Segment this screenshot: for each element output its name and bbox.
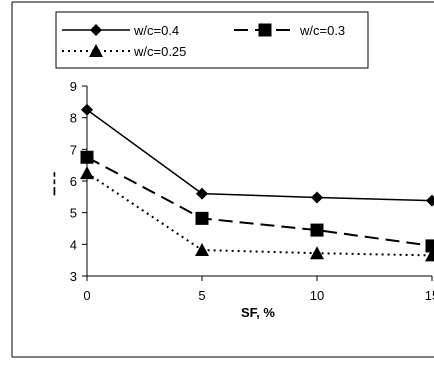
y-tick-label: 5 [70,206,77,221]
y-tick-label: 4 [70,237,77,252]
data-point-2-3 [311,224,324,237]
data-point-1-3 [311,191,323,203]
series-group [80,104,434,262]
y-tick-label: 6 [70,174,77,189]
series-line-3 [87,173,432,255]
x-tick-label: 10 [310,288,324,303]
data-point-1-1 [81,104,93,116]
x-axis-title: SF, % [241,305,275,320]
legend-label-1: w/c=0.4 [133,23,179,38]
legend-box [56,12,368,68]
y-tick-label: 8 [70,111,77,126]
series-line-2 [87,157,432,246]
data-point-2-1 [81,151,94,164]
data-point-3-2 [195,243,209,256]
y-axis-glyphs: ـ ـ ــ [43,171,58,196]
x-ticks: 0 5 10 15 [83,276,434,303]
data-point-3-1 [80,166,94,179]
data-point-1-2 [196,188,208,200]
series-line-1 [87,110,432,201]
x-tick-label: 15 [425,288,434,303]
legend-label-2: w/c=0.3 [299,23,345,38]
y-tick-label: 9 [70,79,77,94]
y-tick-label: 7 [70,142,77,157]
y-tick-label: 3 [70,269,77,284]
legend-label-3: w/c=0.25 [133,44,186,59]
data-point-1-4 [426,195,434,207]
x-tick-label: 5 [198,288,205,303]
legend-marker-2 [259,24,272,37]
x-tick-label: 0 [83,288,90,303]
data-point-2-2 [196,212,209,225]
